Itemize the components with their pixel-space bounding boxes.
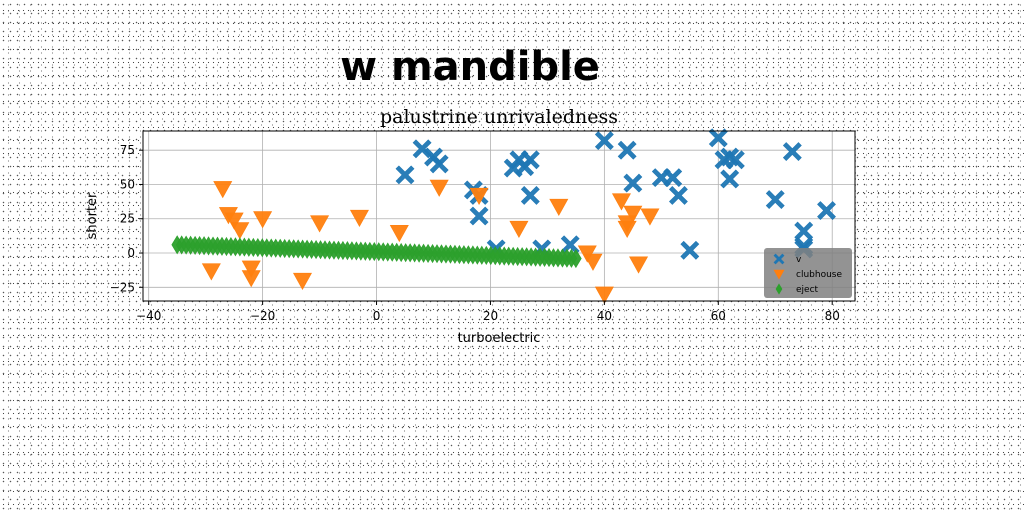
point-v — [725, 150, 745, 170]
point-v — [429, 154, 449, 174]
point-clubhouse — [201, 263, 221, 281]
point-clubhouse — [617, 220, 637, 238]
point-v — [720, 169, 740, 189]
y-tick-label: −25 — [110, 280, 135, 294]
chart-suptitle: w mandible — [340, 44, 600, 90]
point-clubhouse — [224, 212, 244, 230]
y-axis-label: shorter — [85, 192, 100, 239]
point-v — [668, 186, 688, 205]
point-clubhouse — [230, 222, 250, 240]
point-v — [469, 206, 489, 226]
point-v — [782, 142, 802, 161]
point-clubhouse — [623, 205, 643, 223]
point-v — [623, 173, 643, 193]
x-axis-label: turboelectric — [458, 331, 541, 346]
point-v — [680, 240, 700, 260]
point-clubhouse — [213, 181, 233, 199]
plot-frame — [142, 130, 856, 302]
point-clubhouse — [292, 272, 312, 291]
legend-marker-v — [773, 253, 785, 265]
x-tick-label: 60 — [711, 309, 726, 323]
point-v — [663, 168, 683, 188]
legend-box — [764, 248, 852, 298]
x-tick-label: −40 — [136, 309, 161, 323]
x-tick-label: 80 — [825, 309, 840, 323]
point-clubhouse — [469, 187, 489, 206]
point-v — [520, 150, 540, 170]
legend-label-clubhouse: clubhouse — [796, 270, 842, 280]
y-tick-label: 50 — [120, 177, 135, 191]
legend-label-eject: eject — [796, 285, 819, 295]
x-tick-label: −20 — [250, 309, 275, 323]
legend-marker-eject — [775, 283, 783, 295]
y-tick-label: 75 — [120, 143, 135, 157]
x-tick-label: 0 — [373, 309, 381, 323]
point-v — [617, 140, 637, 160]
legend-marker-clubhouse — [773, 269, 785, 280]
point-eject — [570, 248, 582, 269]
y-tick-label: 25 — [120, 212, 135, 226]
point-clubhouse — [640, 208, 660, 226]
point-clubhouse — [241, 270, 261, 288]
x-tick-label: 40 — [597, 309, 612, 323]
point-clubhouse — [429, 179, 449, 197]
axis-ticks: −40 −20 0 20 40 60 80 −25 0 25 50 75 — [110, 143, 840, 323]
data-marks — [171, 128, 836, 304]
point-v — [520, 186, 540, 205]
point-clubhouse — [349, 209, 369, 227]
chart-title: palustrine unrivaledness — [380, 106, 618, 128]
point-v — [794, 221, 814, 241]
y-tick-label: 0 — [127, 246, 135, 260]
legend: v clubhouse eject — [764, 248, 852, 298]
point-clubhouse — [253, 211, 273, 229]
point-clubhouse — [509, 220, 529, 238]
point-clubhouse — [389, 224, 409, 243]
series-v — [395, 128, 836, 260]
point-v — [817, 201, 836, 220]
legend-label-v: v — [796, 255, 802, 265]
series-clubhouse — [201, 179, 660, 304]
point-clubhouse — [594, 286, 614, 304]
point-clubhouse — [549, 198, 569, 217]
point-clubhouse — [583, 253, 603, 271]
point-v — [708, 128, 728, 148]
series-eject — [171, 235, 582, 269]
x-tick-label: 20 — [483, 309, 498, 323]
point-clubhouse — [611, 193, 631, 211]
point-v — [765, 190, 785, 209]
point-v — [395, 165, 415, 185]
point-clubhouse — [310, 215, 330, 233]
point-v — [594, 131, 614, 151]
point-clubhouse — [629, 256, 649, 274]
point-clubhouse — [241, 260, 261, 278]
